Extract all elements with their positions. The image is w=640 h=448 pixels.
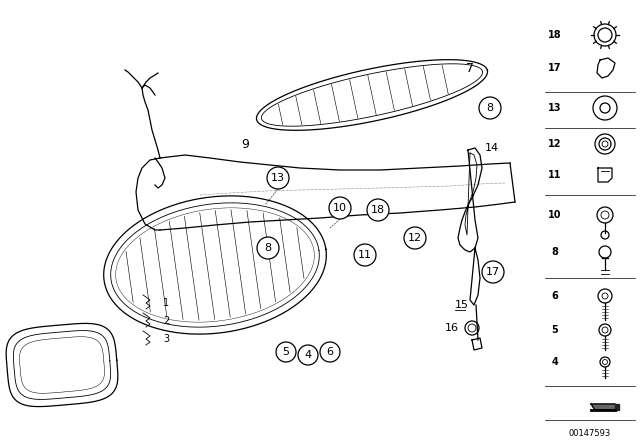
Text: 17: 17	[486, 267, 500, 277]
Polygon shape	[591, 404, 619, 410]
Circle shape	[479, 97, 501, 119]
Text: 12: 12	[548, 139, 562, 149]
Text: 2: 2	[163, 316, 169, 326]
Text: 14: 14	[485, 143, 499, 153]
Circle shape	[276, 342, 296, 362]
Text: 12: 12	[408, 233, 422, 243]
Text: 6: 6	[552, 291, 558, 301]
Text: 8: 8	[264, 243, 271, 253]
Text: 1: 1	[163, 298, 169, 308]
Circle shape	[267, 167, 289, 189]
Text: 3: 3	[163, 334, 169, 344]
Circle shape	[329, 197, 351, 219]
Circle shape	[298, 345, 318, 365]
Text: 9: 9	[241, 138, 249, 151]
Text: 6: 6	[326, 347, 333, 357]
Text: 4: 4	[305, 350, 312, 360]
Text: 11: 11	[548, 170, 562, 180]
Circle shape	[404, 227, 426, 249]
Circle shape	[354, 244, 376, 266]
Text: 17: 17	[548, 63, 562, 73]
Text: 00147593: 00147593	[569, 428, 611, 438]
Text: 15: 15	[455, 300, 469, 310]
Circle shape	[482, 261, 504, 283]
Text: 7: 7	[466, 61, 474, 74]
Text: 5: 5	[552, 325, 558, 335]
Text: 18: 18	[371, 205, 385, 215]
Text: 10: 10	[548, 210, 562, 220]
Polygon shape	[615, 404, 619, 410]
Text: 10: 10	[333, 203, 347, 213]
Text: 8: 8	[486, 103, 493, 113]
Text: 16: 16	[445, 323, 459, 333]
Text: 13: 13	[271, 173, 285, 183]
Text: 11: 11	[358, 250, 372, 260]
Circle shape	[367, 199, 389, 221]
Text: 4: 4	[552, 357, 558, 367]
Text: 18: 18	[548, 30, 562, 40]
Text: 5: 5	[282, 347, 289, 357]
Text: 13: 13	[548, 103, 562, 113]
Text: 8: 8	[552, 247, 559, 257]
Circle shape	[257, 237, 279, 259]
Circle shape	[320, 342, 340, 362]
